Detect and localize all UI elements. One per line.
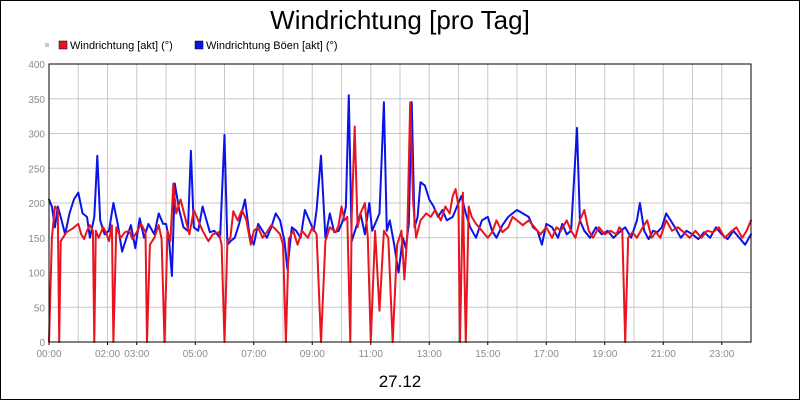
x-tick-label: 11:00 — [359, 349, 384, 360]
y-axis-ticks: 0 50 100 150 200 250 300 350 400 — [28, 60, 45, 349]
x-axis-label: 27.12 — [379, 372, 422, 391]
y-tick-label: 0 — [39, 338, 45, 349]
legend-swatch-windrichtung-boeen — [194, 40, 204, 50]
x-tick-label: 00:00 — [36, 349, 61, 360]
x-tick-label: 07:00 — [241, 349, 266, 360]
legend-label-windrichtung-boeen: Windrichtung Böen [akt] (°) — [206, 40, 338, 52]
y-tick-label: 150 — [28, 234, 45, 245]
x-tick-label: 17:00 — [534, 349, 559, 360]
x-tick-label: 05:00 — [183, 349, 208, 360]
y-tick-label: 300 — [28, 130, 45, 141]
legend-label-windrichtung: Windrichtung [akt] (°) — [70, 40, 173, 52]
x-tick-label: 02:00 — [95, 349, 120, 360]
series-line-windrichtung-boeen — [48, 94, 752, 277]
plot-border — [48, 63, 752, 343]
x-axis-ticks: 00:00 02:00 03:00 05:00 07:00 09:00 11:00 13:00… — [36, 342, 735, 360]
x-tick-label: 13:00 — [417, 349, 442, 360]
y-tick-label: 50 — [34, 303, 46, 314]
series-group — [48, 94, 752, 343]
x-tick-label: 19:00 — [592, 349, 617, 360]
chart-title: Windrichtung [pro Tag] — [270, 5, 530, 35]
legend: Windrichtung [akt] (°) Windrichtung Böen… — [45, 40, 338, 52]
legend-toggle-marker — [45, 43, 49, 47]
x-tick-label: 15:00 — [475, 349, 500, 360]
x-tick-label: 03:00 — [124, 349, 149, 360]
y-tick-label: 200 — [28, 199, 45, 210]
y-tick-label: 350 — [28, 95, 45, 106]
legend-swatch-windrichtung — [58, 40, 68, 50]
y-tick-label: 100 — [28, 269, 45, 280]
x-tick-label: 21:00 — [651, 349, 676, 360]
x-tick-label: 23:00 — [709, 349, 734, 360]
x-tick-label: 09:00 — [300, 349, 325, 360]
y-tick-label: 250 — [28, 164, 45, 175]
series-line-windrichtung — [48, 101, 752, 343]
y-tick-label: 400 — [28, 60, 45, 71]
